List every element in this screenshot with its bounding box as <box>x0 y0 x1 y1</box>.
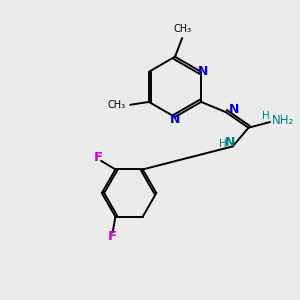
Text: N: N <box>225 136 236 149</box>
Text: N: N <box>170 113 180 126</box>
Text: H: H <box>219 139 226 148</box>
Text: H: H <box>262 111 270 121</box>
Text: CH₃: CH₃ <box>173 24 191 34</box>
Text: CH₃: CH₃ <box>108 100 126 110</box>
Text: F: F <box>94 152 103 164</box>
Text: NH₂: NH₂ <box>272 114 295 127</box>
Text: N: N <box>198 65 208 78</box>
Text: N: N <box>229 103 239 116</box>
Text: F: F <box>108 230 117 243</box>
